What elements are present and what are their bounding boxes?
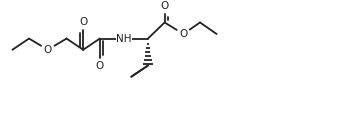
Text: O: O xyxy=(96,61,104,70)
Text: O: O xyxy=(44,45,52,55)
Text: O: O xyxy=(160,1,169,11)
Text: O: O xyxy=(79,17,87,27)
Text: NH: NH xyxy=(116,34,132,44)
Text: O: O xyxy=(179,29,188,39)
